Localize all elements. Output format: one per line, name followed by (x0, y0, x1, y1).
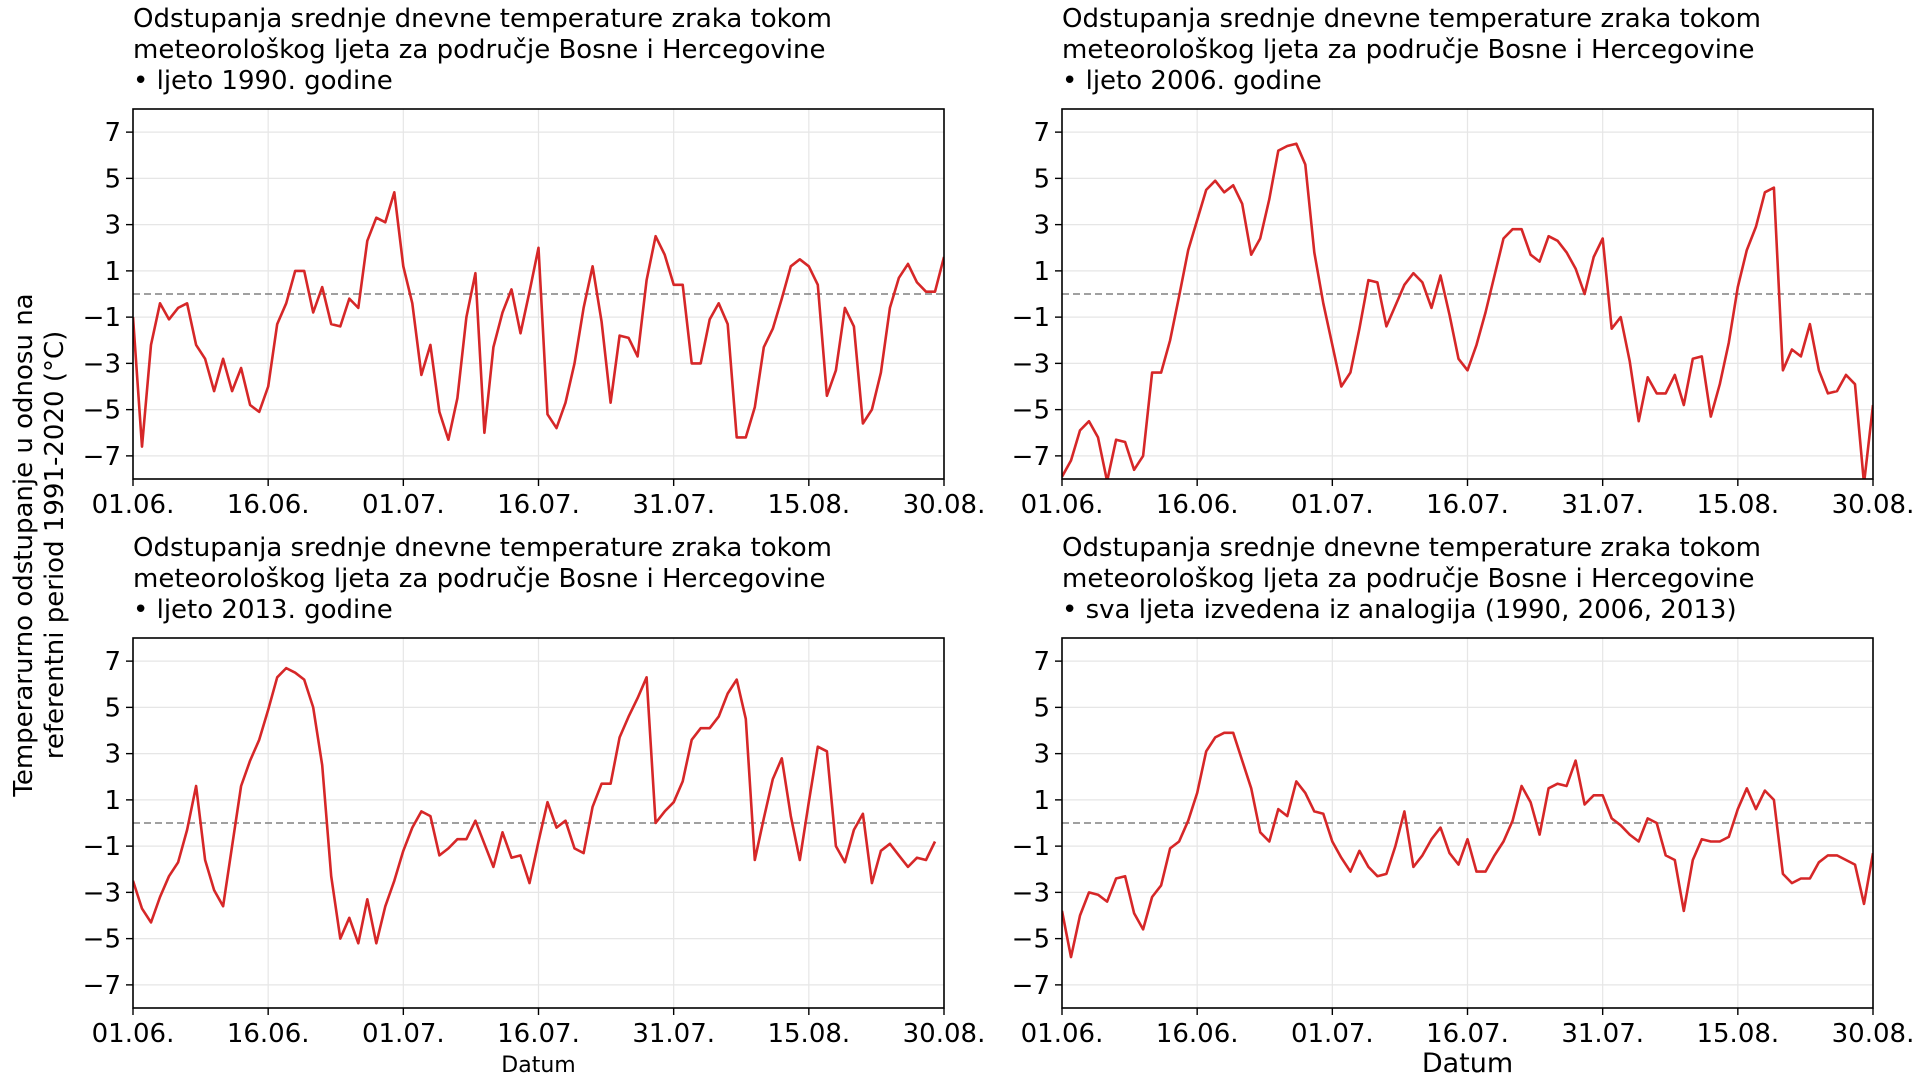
x-tick-label: 31.07. (632, 490, 715, 520)
chart-title-line: meteorološkog ljeta za područje Bosne i … (133, 564, 825, 594)
x-tick-label: 15.08. (1696, 490, 1779, 520)
y-tick-label: 1 (1033, 257, 1050, 287)
x-tick-label: 30.08. (1832, 490, 1915, 520)
chart-title-line: meteorološkog ljeta za područje Bosne i … (1062, 564, 1754, 594)
y-tick-label: 7 (1033, 118, 1050, 148)
y-tick-label: 5 (1033, 164, 1050, 194)
y-tick-label: 3 (104, 740, 121, 770)
x-tick-label: 16.07. (1426, 490, 1509, 520)
x-tick-label: 16.06. (1156, 1019, 1239, 1049)
y-tick-label: −3 (83, 349, 121, 379)
y-tick-label: 1 (1033, 786, 1050, 816)
x-tick-label: 31.07. (632, 1019, 715, 1049)
chart-title-line: • ljeto 1990. godine (133, 66, 393, 96)
x-axis-label: Datum (501, 1053, 575, 1078)
chart-title-line: Odstupanja srednje dnevne temperature zr… (133, 533, 832, 563)
series-line (1062, 731, 1873, 959)
x-tick-label: 01.07. (362, 490, 445, 520)
y-tick-label: −1 (1012, 832, 1050, 862)
x-tick-label: 16.07. (497, 490, 580, 520)
x-tick-label: 31.07. (1561, 490, 1644, 520)
y-tick-label: −1 (1012, 303, 1050, 333)
x-tick-label: 01.06. (92, 1019, 175, 1049)
chart-panel-3: Odstupanja srednje dnevne temperature zr… (83, 533, 986, 1078)
x-tick-label: 30.08. (1832, 1019, 1915, 1049)
y-axis-label-line2: referentni period 1991-2020 (°C) (40, 331, 70, 760)
y-tick-label: −5 (1012, 925, 1050, 955)
x-tick-label: 16.06. (227, 1019, 310, 1049)
y-tick-label: 7 (104, 118, 121, 148)
y-tick-label: −7 (83, 971, 121, 1001)
chart-panels: Odstupanja srednje dnevne temperature zr… (83, 4, 1915, 1079)
y-tick-label: 1 (104, 257, 121, 287)
chart-title-line: Odstupanja srednje dnevne temperature zr… (1062, 4, 1761, 34)
series-line (133, 191, 944, 448)
y-tick-label: 1 (104, 786, 121, 816)
x-tick-label: 01.06. (92, 490, 175, 520)
x-tick-label: 16.06. (227, 490, 310, 520)
y-tick-label: −1 (83, 832, 121, 862)
x-tick-label: 30.08. (903, 490, 986, 520)
x-tick-label: 16.06. (1156, 490, 1239, 520)
x-tick-label: 01.07. (362, 1019, 445, 1049)
chart-title-line: meteorološkog ljeta za područje Bosne i … (1062, 35, 1754, 65)
x-tick-label: 16.07. (1426, 1019, 1509, 1049)
chart-panel-4: Odstupanja srednje dnevne temperature zr… (1012, 533, 1915, 1079)
y-tick-label: 7 (104, 647, 121, 677)
x-tick-label: 01.07. (1291, 490, 1374, 520)
chart-title-line: • ljeto 2013. godine (133, 595, 393, 625)
series-line (1062, 142, 1873, 479)
y-tick-label: −1 (83, 303, 121, 333)
chart-title-line: meteorološkog ljeta za područje Bosne i … (133, 35, 825, 65)
chart-title-line: • sva ljeta izvedena iz analogija (1990,… (1062, 595, 1737, 625)
chart-title-line: Odstupanja srednje dnevne temperature zr… (133, 4, 832, 34)
y-tick-label: 3 (1033, 211, 1050, 241)
chart-panel-2: Odstupanja srednje dnevne temperature zr… (1012, 4, 1915, 520)
series-line (133, 666, 937, 945)
x-tick-label: 01.06. (1021, 490, 1104, 520)
x-tick-label: 01.07. (1291, 1019, 1374, 1049)
y-tick-label: −3 (1012, 349, 1050, 379)
y-tick-label: −7 (83, 442, 121, 472)
y-tick-label: 5 (104, 693, 121, 723)
y-tick-label: −5 (83, 925, 121, 955)
x-tick-label: 15.08. (767, 1019, 850, 1049)
y-tick-label: 5 (104, 164, 121, 194)
y-tick-label: 5 (1033, 693, 1050, 723)
y-tick-label: −5 (83, 396, 121, 426)
y-tick-label: 7 (1033, 647, 1050, 677)
y-tick-label: −7 (1012, 971, 1050, 1001)
x-tick-label: 30.08. (903, 1019, 986, 1049)
y-tick-label: −3 (83, 878, 121, 908)
x-axis-label: Datum (1422, 1048, 1513, 1079)
x-tick-label: 16.07. (497, 1019, 580, 1049)
y-tick-label: −3 (1012, 878, 1050, 908)
y-tick-label: −5 (1012, 396, 1050, 426)
chart-panel-1: Odstupanja srednje dnevne temperature zr… (83, 4, 986, 520)
y-tick-label: −7 (1012, 442, 1050, 472)
y-tick-label: 3 (104, 211, 121, 241)
x-tick-label: 15.08. (1696, 1019, 1779, 1049)
y-axis-label-line1: Temperarurno odstupanje u odnosu na (9, 293, 39, 797)
chart-title-line: Odstupanja srednje dnevne temperature zr… (1062, 533, 1761, 563)
x-tick-label: 01.06. (1021, 1019, 1104, 1049)
y-tick-label: 3 (1033, 740, 1050, 770)
x-tick-label: 15.08. (767, 490, 850, 520)
chart-title-line: • ljeto 2006. godine (1062, 66, 1322, 96)
x-tick-label: 31.07. (1561, 1019, 1644, 1049)
